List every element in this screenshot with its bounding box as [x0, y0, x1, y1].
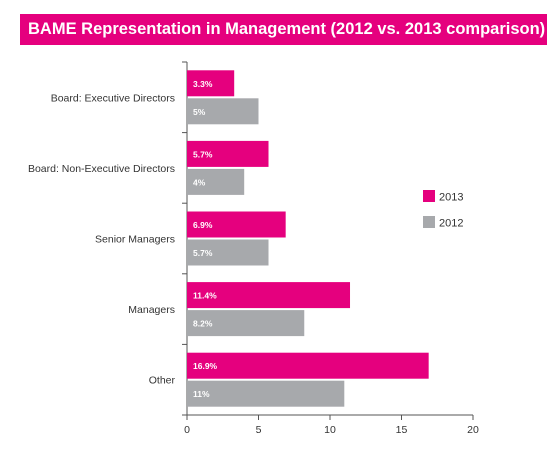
bar-2012: [187, 380, 345, 407]
category-label: Senior Managers: [95, 234, 175, 246]
data-label: 4%: [193, 177, 206, 187]
bar-2013: [187, 211, 286, 238]
data-label: 11.4%: [193, 291, 217, 301]
data-label: 8.2%: [193, 319, 213, 329]
bar-2012: [187, 168, 245, 195]
x-tick-label: 10: [324, 424, 336, 436]
bar-2013: [187, 282, 351, 309]
bar-2012: [187, 310, 305, 337]
bar-2013: [187, 70, 235, 97]
legend-swatch-2013: [423, 190, 435, 202]
category-label: Other: [149, 375, 176, 387]
bar-2012: [187, 239, 269, 266]
x-tick-label: 0: [184, 424, 190, 436]
data-label: 3.3%: [193, 79, 213, 89]
x-tick-label: 15: [396, 424, 408, 436]
category-label: Board: Non-Executive Directors: [28, 163, 175, 175]
x-tick-label: 20: [467, 424, 479, 436]
data-label: 5.7%: [193, 149, 213, 159]
category-label: Managers: [128, 304, 175, 316]
bar-2013: [187, 140, 269, 167]
data-label: 5%: [193, 107, 206, 117]
legend-label: 2012: [439, 218, 463, 230]
bar-2013: [187, 352, 429, 379]
legend-label: 2013: [439, 192, 463, 204]
bar-2012: [187, 98, 259, 125]
data-label: 16.9%: [193, 361, 218, 371]
x-tick-label: 5: [256, 424, 262, 436]
data-label: 5.7%: [193, 248, 213, 258]
chart-title: BAME Representation in Management (2012 …: [20, 14, 547, 45]
legend-swatch-2012: [423, 216, 435, 228]
category-label: Board: Executive Directors: [51, 92, 175, 104]
data-label: 6.9%: [193, 220, 213, 230]
data-label: 11%: [193, 389, 210, 399]
